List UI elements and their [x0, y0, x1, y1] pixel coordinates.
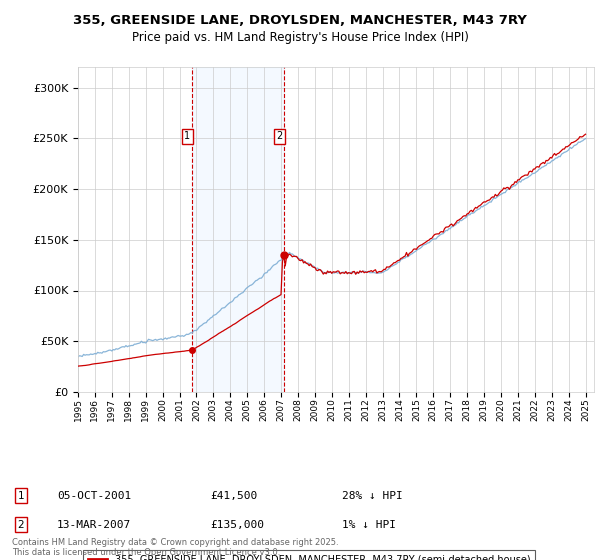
Text: £135,000: £135,000 — [210, 520, 264, 530]
Bar — [192, 67, 284, 392]
Text: Contains HM Land Registry data © Crown copyright and database right 2025.
This d: Contains HM Land Registry data © Crown c… — [12, 538, 338, 557]
Text: 1% ↓ HPI: 1% ↓ HPI — [342, 520, 396, 530]
Text: £41,500: £41,500 — [210, 491, 257, 501]
Text: 28% ↓ HPI: 28% ↓ HPI — [342, 491, 403, 501]
Text: 1: 1 — [17, 491, 25, 501]
Legend: 355, GREENSIDE LANE, DROYLSDEN, MANCHESTER, M43 7RY (semi-detached house), HPI: : 355, GREENSIDE LANE, DROYLSDEN, MANCHEST… — [83, 549, 535, 560]
Text: 2: 2 — [17, 520, 25, 530]
Text: 05-OCT-2001: 05-OCT-2001 — [57, 491, 131, 501]
Text: 13-MAR-2007: 13-MAR-2007 — [57, 520, 131, 530]
Text: 1: 1 — [184, 131, 190, 141]
Text: 355, GREENSIDE LANE, DROYLSDEN, MANCHESTER, M43 7RY: 355, GREENSIDE LANE, DROYLSDEN, MANCHEST… — [73, 14, 527, 27]
Text: 2: 2 — [276, 131, 283, 141]
Text: Price paid vs. HM Land Registry's House Price Index (HPI): Price paid vs. HM Land Registry's House … — [131, 31, 469, 44]
